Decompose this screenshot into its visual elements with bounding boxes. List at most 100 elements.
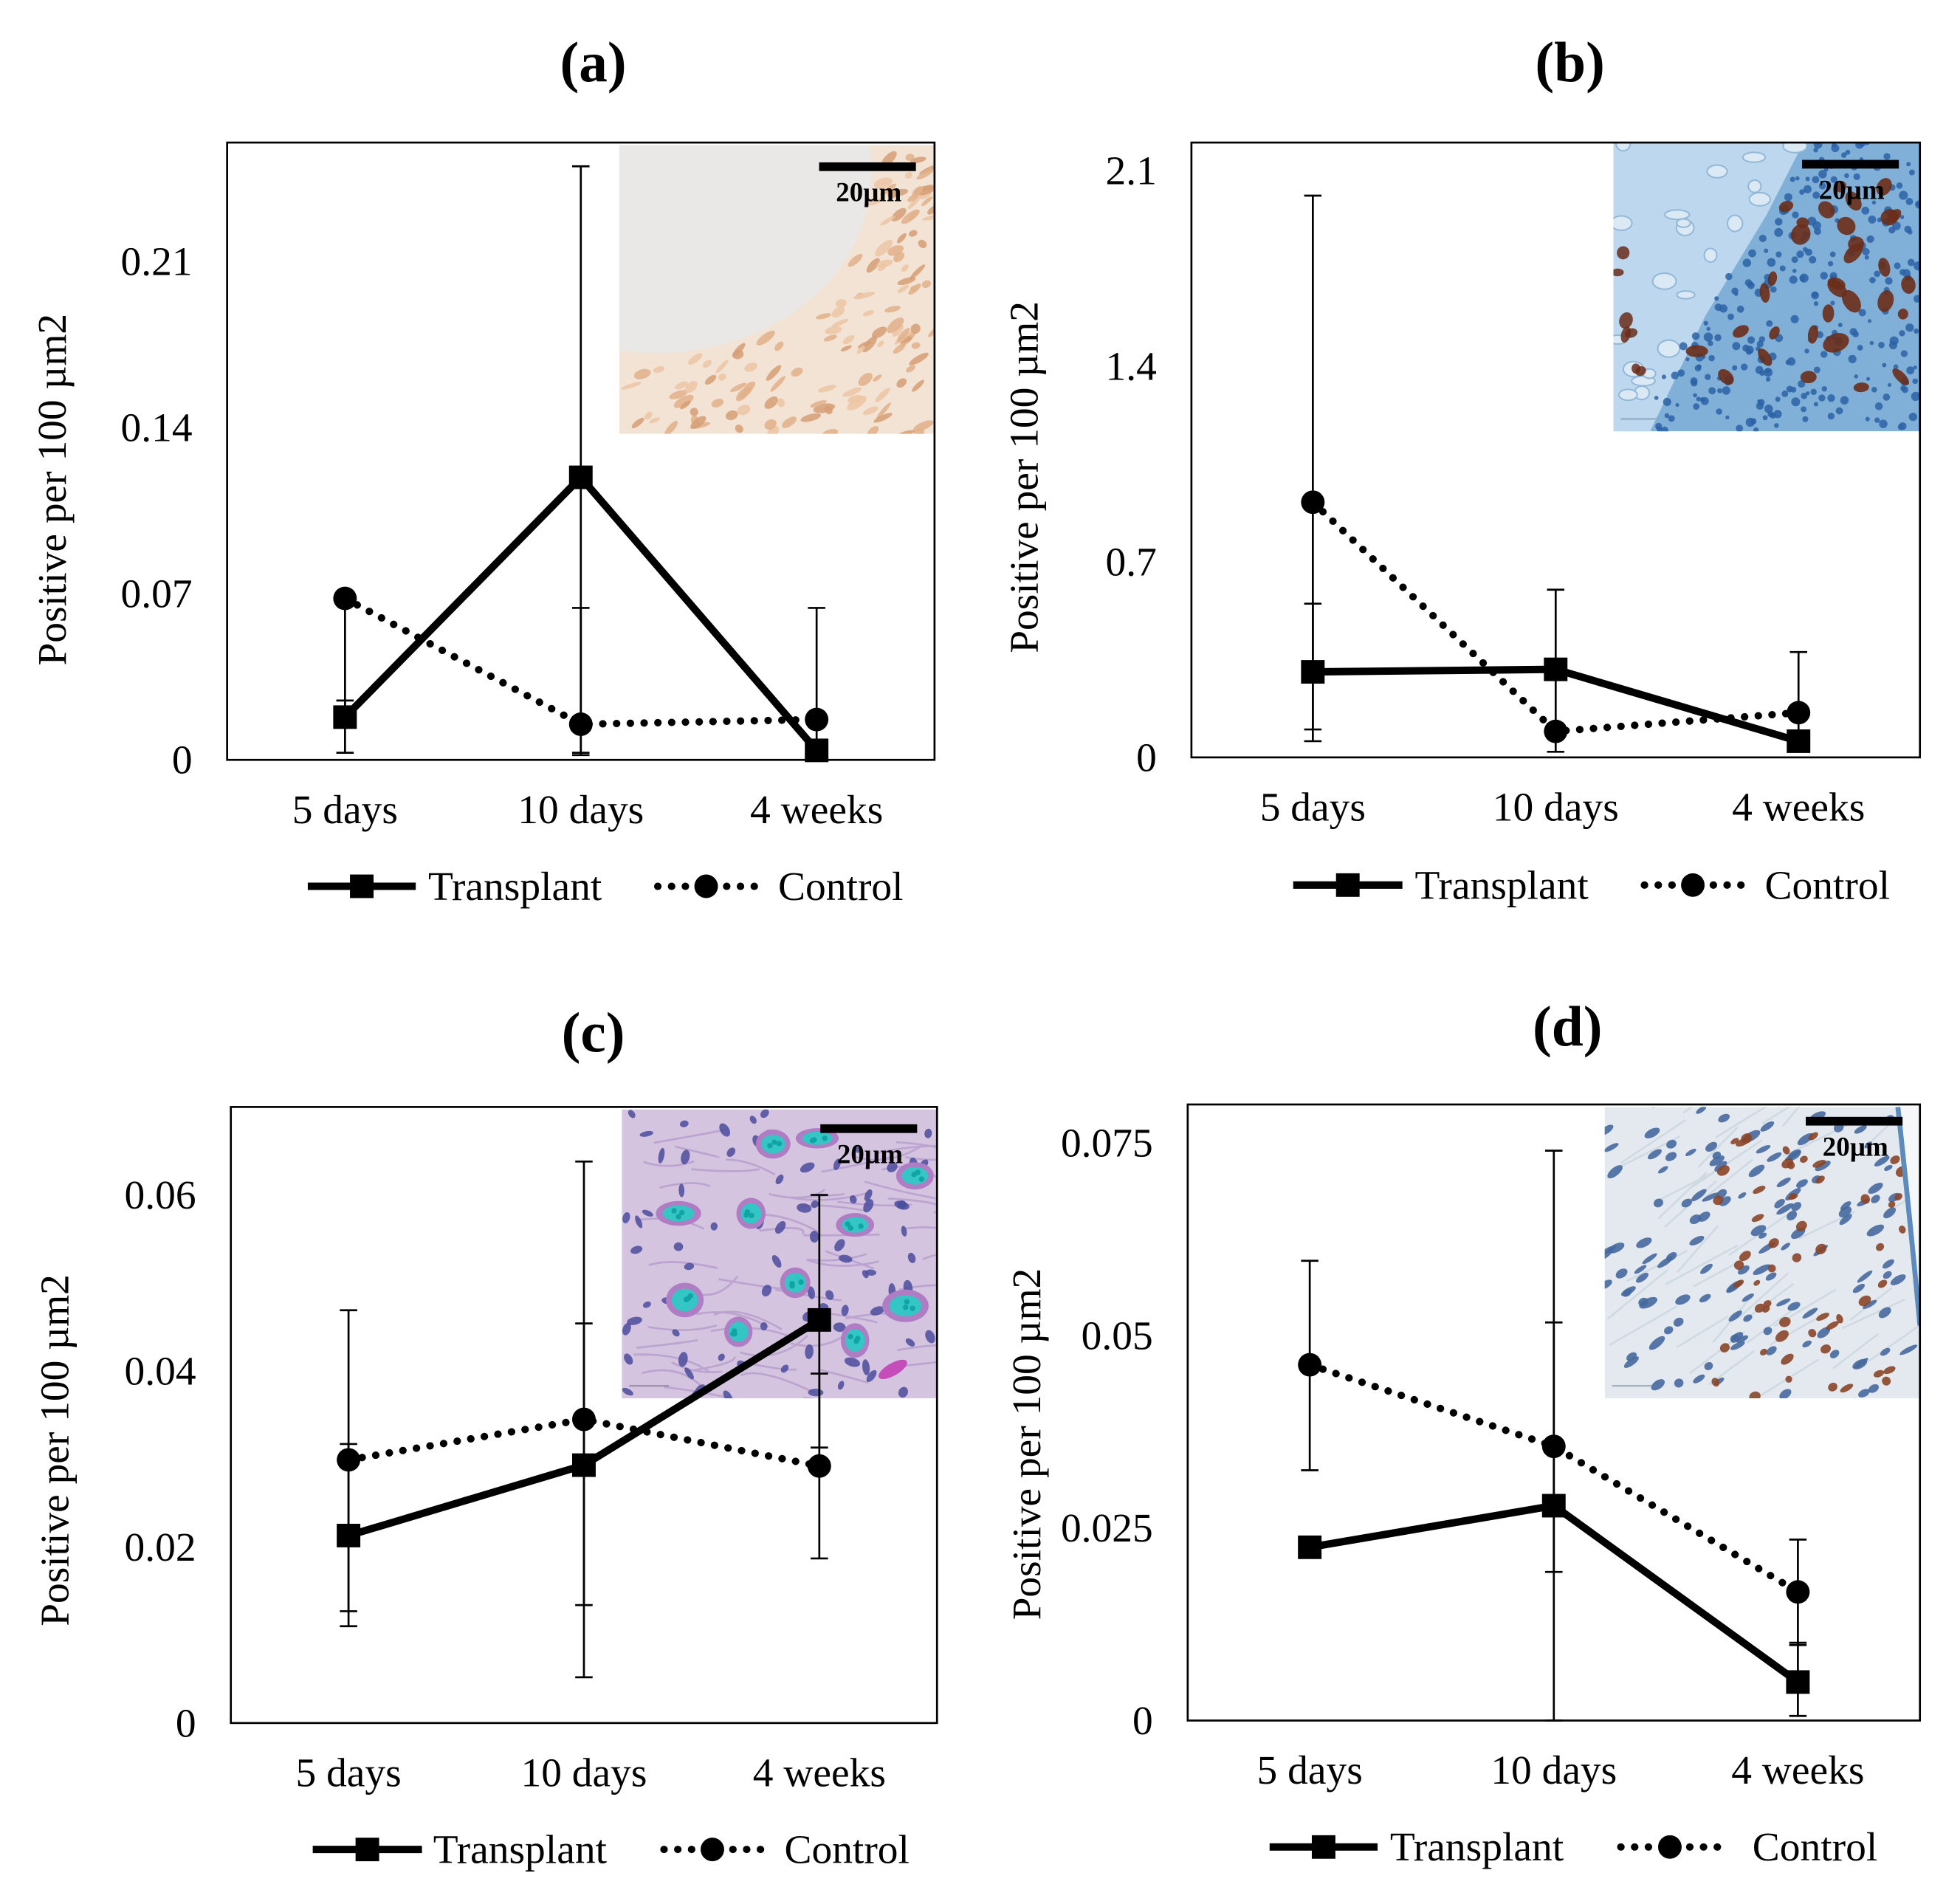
inset-cell <box>904 1299 910 1305</box>
inset-cell <box>1795 176 1800 181</box>
inset-fiber <box>759 1227 805 1235</box>
inset-cell <box>777 398 785 408</box>
inset-cell <box>867 426 879 434</box>
inset-cell <box>1796 250 1804 258</box>
inset-cell <box>1714 296 1719 301</box>
inset-cell <box>1766 320 1773 327</box>
inset-cell <box>1733 1260 1744 1271</box>
transplant-marker <box>805 738 829 763</box>
inset-cell <box>880 216 895 226</box>
y-tick-label: 0.04 <box>125 1349 196 1394</box>
inset-lacuna <box>1706 164 1728 179</box>
inset-cell <box>844 1357 861 1367</box>
inset-cell <box>1604 1124 1614 1135</box>
inset-cell <box>897 328 910 342</box>
inset-cell <box>1854 374 1859 379</box>
inset-cell <box>1781 1158 1794 1169</box>
inset-cell <box>1699 1293 1711 1303</box>
inset-cell <box>662 1205 695 1222</box>
inset-cell <box>1781 1353 1794 1365</box>
y-tick-label: 0.7 <box>1105 539 1156 584</box>
inset-fiber <box>933 1211 938 1214</box>
inset-cell <box>1845 191 1862 211</box>
inset-cell <box>901 264 909 272</box>
inset-cell <box>1836 1313 1843 1324</box>
inset-cell <box>910 323 921 334</box>
legend-label-transplant: Transplant <box>1390 1824 1564 1869</box>
inset-cell <box>891 207 907 221</box>
inset-cell <box>653 365 665 373</box>
inset-cell <box>1799 275 1806 282</box>
inset-cell <box>1758 336 1766 343</box>
legend-marker-transplant <box>355 1838 379 1862</box>
inset-cell <box>1827 413 1835 420</box>
inset-cell <box>771 1139 777 1145</box>
inset-cell <box>1900 350 1908 357</box>
inset-cell <box>1620 326 1632 343</box>
inset-cell <box>1790 224 1811 245</box>
inset-cell <box>687 353 703 365</box>
inset-cell <box>1882 1376 1891 1386</box>
inset-cell <box>1660 426 1668 432</box>
inset-cell <box>1636 1237 1652 1248</box>
inset-fiber <box>1626 1250 1688 1282</box>
inset-cell <box>1748 249 1756 258</box>
inset-cell <box>1764 248 1769 253</box>
inset-cell <box>1802 1340 1812 1348</box>
inset-fiber <box>825 1250 875 1270</box>
inset-cell <box>1812 1160 1826 1168</box>
x-tick-label: 5 days <box>295 1750 401 1795</box>
inset-cell <box>892 188 909 196</box>
scale-bar <box>819 162 916 171</box>
inset-cell <box>683 1296 690 1303</box>
inset-cell <box>837 1381 845 1390</box>
legend: Transplant Control <box>307 864 904 909</box>
inset-cell <box>1696 364 1702 369</box>
inset-cell <box>1753 1264 1771 1276</box>
inset-cell <box>730 382 747 393</box>
inset-cell <box>1826 1321 1839 1330</box>
inset-cell <box>1736 1335 1749 1343</box>
inset-cell <box>849 1195 857 1204</box>
inset-cell <box>1877 1279 1888 1288</box>
inset-cell <box>1863 1299 1877 1310</box>
inset-cell <box>642 1209 653 1217</box>
inset-cell <box>1738 1265 1750 1275</box>
inset-cell <box>873 374 882 382</box>
inset-cell <box>1820 272 1828 280</box>
inset-cell <box>1812 191 1820 199</box>
inset-cell <box>1693 1374 1705 1384</box>
inset-lacuna <box>1664 209 1691 221</box>
inset-cell <box>1837 216 1856 236</box>
inset-cell <box>678 1209 685 1216</box>
inset-cell <box>719 1123 731 1137</box>
inset-fiber <box>1746 1305 1799 1344</box>
inset-cell <box>1703 332 1713 342</box>
inset-cell <box>1716 408 1722 415</box>
inset-cell <box>1874 402 1883 410</box>
inset-cell <box>1696 1107 1707 1114</box>
inset-cell <box>1675 403 1679 408</box>
chart-panel: (c) 20µm 0 0.02 0.04 0.06 5 days 10 days 4 weeks… <box>32 1001 938 1872</box>
inset-cell <box>1853 173 1860 181</box>
inset-cell <box>1736 305 1744 313</box>
inset-cell <box>797 1203 812 1213</box>
inset-cell <box>684 381 698 393</box>
inset-cell <box>1807 325 1818 344</box>
inset-cell <box>901 1226 907 1237</box>
inset-cell <box>1617 246 1630 260</box>
inset-cell <box>831 306 845 318</box>
inset-cell <box>1899 330 1905 337</box>
inset-fiber <box>1738 1272 1789 1319</box>
inset-cell <box>1788 1194 1798 1200</box>
inset-cell <box>811 1200 819 1209</box>
inset-cell <box>673 1242 684 1251</box>
inset-cell <box>1890 1155 1900 1165</box>
inset-cell <box>1759 370 1765 377</box>
inset-cell <box>1636 1272 1648 1283</box>
inset-cell <box>621 382 642 390</box>
inset-cell <box>1849 328 1857 336</box>
inset-cell <box>1763 1300 1772 1308</box>
inset-cell <box>1808 1132 1818 1141</box>
inset-cell <box>1764 368 1773 377</box>
